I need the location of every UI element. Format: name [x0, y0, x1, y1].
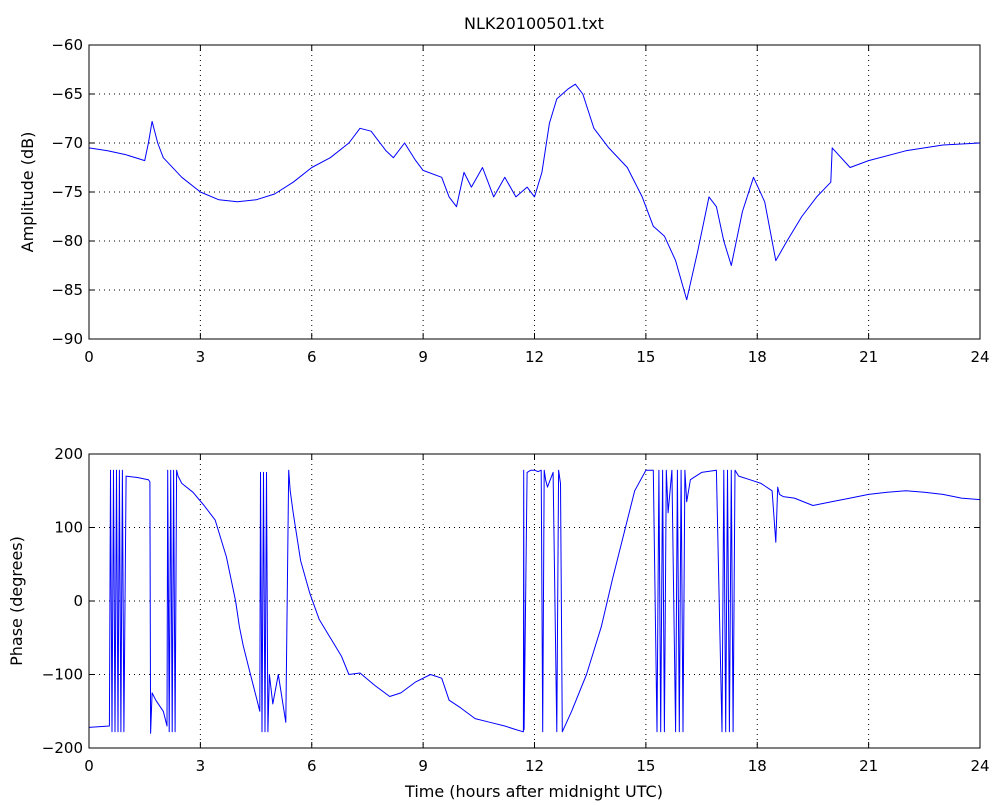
amplitude-x-tick-label: 3	[196, 348, 206, 366]
phase-x-tick-label: 24	[970, 757, 989, 775]
phase-x-tick-label: 12	[525, 757, 544, 775]
amplitude-x-tick-label: 12	[525, 348, 544, 366]
amplitude-x-tick-label: 15	[636, 348, 655, 366]
phase-x-tick-label: 0	[84, 757, 94, 775]
phase-y-tick-label: −200	[42, 739, 83, 757]
amplitude-series-polyline	[88, 83, 981, 301]
amplitude-y-axis-label: Amplitude (dB)	[18, 132, 37, 253]
phase-x-axis-label: Time (hours after midnight UTC)	[404, 782, 663, 801]
phase-panel: 0 3 6 9 12 15 18 21 24 −200 −100 0 100 200 Time (hou…	[7, 445, 990, 801]
phase-x-tick-label: 6	[307, 757, 317, 775]
amplitude-y-tick-label: −75	[51, 183, 83, 201]
amplitude-x-tick-label: 9	[418, 348, 428, 366]
phase-y-tick-label: −100	[42, 666, 83, 684]
amplitude-y-tick-label: −90	[51, 330, 83, 348]
phase-x-tick-label: 21	[859, 757, 878, 775]
amplitude-y-tick-label: −80	[51, 232, 83, 250]
phase-x-tick-label: 3	[196, 757, 206, 775]
phase-y-axis-label: Phase (degrees)	[7, 536, 26, 666]
phase-x-tick-labels: 0 3 6 9 12 15 18 21 24	[84, 757, 989, 775]
amplitude-axes-frame	[88, 44, 981, 340]
amplitude-y-tick-label: −65	[51, 85, 83, 103]
phase-x-tick-label: 15	[636, 757, 655, 775]
amplitude-x-tick-label: 21	[859, 348, 878, 366]
phase-gridlines	[89, 454, 980, 748]
amplitude-x-tick-label: 18	[748, 348, 767, 366]
phase-x-tick-label: 18	[748, 757, 767, 775]
amplitude-x-tick-label: 24	[970, 348, 989, 366]
amplitude-x-tick-label: 0	[84, 348, 94, 366]
phase-series-polyline	[88, 469, 981, 734]
amplitude-y-tick-label: −70	[51, 134, 83, 152]
amplitude-y-tick-label: −85	[51, 281, 83, 299]
amplitude-series-line	[88, 83, 981, 301]
amplitude-y-tick-labels: −90 −85 −80 −75 −70 −65 −60	[51, 36, 83, 348]
phase-series-line	[88, 469, 981, 734]
amplitude-y-tick-label: −60	[51, 36, 83, 54]
phase-y-tick-label: 100	[54, 519, 83, 537]
phase-y-tick-labels: −200 −100 0 100 200	[42, 445, 83, 757]
amplitude-gridlines	[89, 45, 980, 339]
phase-y-tick-label: 0	[73, 592, 83, 610]
amplitude-x-tick-labels: 0 3 6 9 12 15 18 21 24	[84, 348, 989, 366]
amplitude-panel: 0 3 6 9 12 15 18 21 24 −90 −85 −80 −75 −70 −65 −60 NLK…	[18, 14, 990, 366]
phase-y-tick-label: 200	[54, 445, 83, 463]
amplitude-x-tick-label: 6	[307, 348, 317, 366]
amplitude-chart-title: NLK20100501.txt	[464, 14, 604, 33]
phase-axes-frame	[88, 453, 981, 749]
phase-x-tick-label: 9	[418, 757, 428, 775]
